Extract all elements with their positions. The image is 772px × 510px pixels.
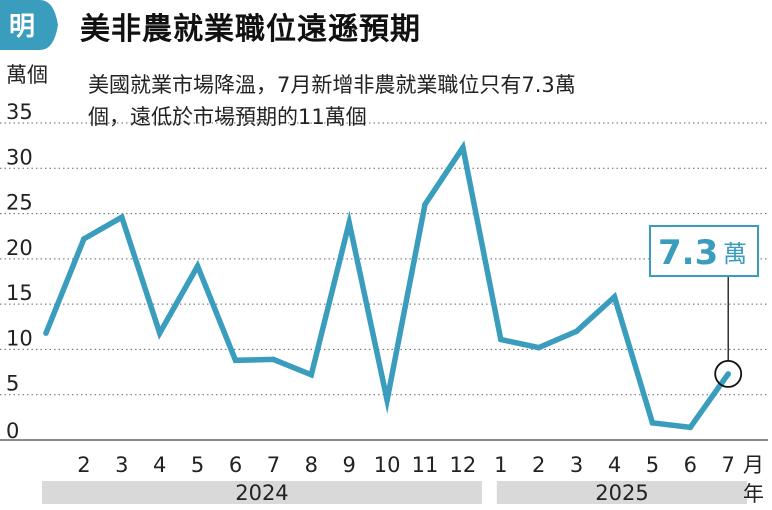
callout-unit: 萬 — [723, 240, 747, 268]
data-point — [384, 397, 390, 403]
year-unit: 年 — [743, 482, 764, 506]
y-tick-label: 20 — [6, 236, 33, 260]
data-point — [535, 344, 542, 351]
y-tick-label: 15 — [6, 281, 33, 305]
series-line — [43, 140, 731, 431]
data-point — [308, 371, 315, 378]
year-label: 2025 — [595, 481, 648, 505]
data-point — [346, 219, 353, 226]
x-tick-labels: 2 3 4 5 6 7 8 9 10 11 12 1 2 3 4 5 6 7 — [77, 453, 735, 477]
x-tick-label: 7 — [722, 453, 735, 477]
data-point — [232, 357, 239, 364]
y-axis-unit: 萬個 — [6, 63, 48, 87]
x-tick-label: 3 — [115, 453, 128, 477]
header: 明 美非農就業職位遠遜預期 — [0, 0, 772, 50]
data-point — [194, 263, 201, 269]
data-point — [422, 201, 428, 208]
headline: 美非農就業職位遠遜預期 — [80, 12, 421, 47]
y-tick-label: 35 — [6, 100, 33, 124]
x-tick-label: 5 — [191, 453, 204, 477]
x-tick-label: 4 — [153, 453, 166, 477]
x-axis-unit: 月 — [743, 453, 764, 477]
y-tick-label: 25 — [6, 191, 33, 215]
callout-ring — [714, 359, 743, 388]
data-point — [81, 236, 87, 242]
annotation-line-2: 個，遠低於市場預期的11萬個 — [88, 105, 367, 129]
y-tick-label: 0 — [6, 419, 19, 443]
y-tick-label: 10 — [6, 326, 33, 350]
x-tick-label: 8 — [305, 453, 318, 477]
x-tick-label: 3 — [570, 453, 583, 477]
data-point — [649, 419, 656, 426]
year-bands: 2024 2025 — [42, 481, 748, 505]
x-tick-label: 9 — [343, 453, 356, 477]
callout-value: 7.3 — [658, 233, 718, 273]
x-tick-label: 5 — [646, 453, 659, 477]
data-point — [611, 294, 618, 300]
data-point — [460, 144, 466, 151]
y-tick-label: 5 — [6, 372, 19, 396]
logo-text: 明 — [9, 12, 35, 42]
year-label: 2024 — [235, 481, 288, 505]
year-band — [42, 481, 482, 504]
callout-box — [649, 225, 759, 277]
x-tick-label: 2 — [532, 453, 545, 477]
data-point — [573, 328, 580, 335]
data-point — [725, 371, 731, 377]
data-point — [43, 330, 49, 336]
x-tick-label: 11 — [412, 453, 439, 477]
x-tick-label: 12 — [450, 453, 477, 477]
annotation-line-1: 美國就業市場降溫，7月新增非農就業職位只有7.3萬 — [88, 73, 576, 97]
data-point — [119, 214, 125, 220]
x-tick-label: 7 — [267, 453, 280, 477]
x-tick-label: 6 — [684, 453, 697, 477]
y-tick-label: 30 — [6, 145, 33, 169]
x-tick-label: 2 — [77, 453, 90, 477]
callout: 7.3 萬 — [649, 225, 759, 388]
data-point — [687, 424, 694, 431]
ming-pao-logo: 明 — [0, 0, 58, 50]
x-tick-label: 1 — [494, 453, 507, 477]
data-point — [498, 336, 504, 343]
data-point — [270, 356, 277, 363]
x-tick-label: 10 — [374, 453, 401, 477]
x-tick-label: 4 — [608, 453, 621, 477]
data-point — [156, 330, 163, 336]
y-tick-labels: 0 5 10 15 20 25 30 35 — [6, 100, 33, 443]
year-band — [496, 481, 748, 504]
series-layer — [43, 140, 731, 431]
x-tick-label: 6 — [229, 453, 242, 477]
